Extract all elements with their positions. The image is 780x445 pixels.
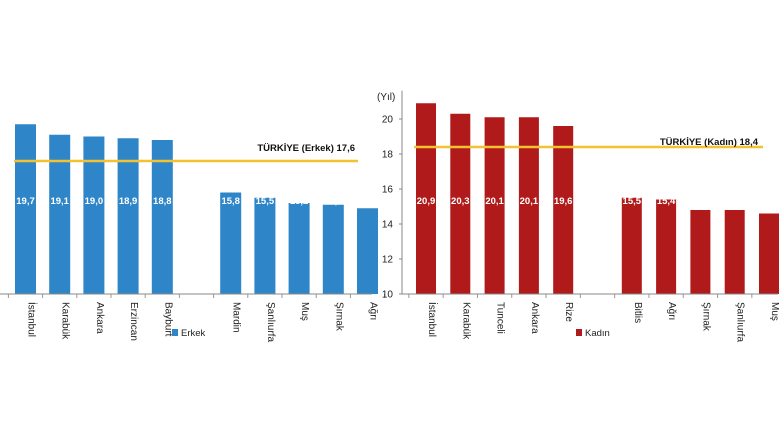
category-label: Bitlis	[632, 302, 643, 323]
bar-11	[759, 213, 779, 294]
category-label: Ankara	[94, 302, 105, 334]
bar-value-label: 19,1	[50, 196, 69, 207]
bar-11	[357, 208, 378, 294]
bar-value-label: 15,1	[324, 196, 343, 207]
bar-9	[288, 203, 310, 294]
bar-value-label: 20,9	[417, 196, 436, 207]
category-label: Erzincan	[128, 302, 139, 341]
y-axis-label: (Yıl)	[377, 92, 395, 103]
y-tick-label: 18	[382, 150, 394, 161]
bar-8	[656, 199, 677, 294]
bar-3	[484, 117, 505, 294]
category-label: Karabük	[460, 302, 471, 340]
category-label: Mardin	[231, 302, 242, 333]
y-tick-label: 14	[382, 220, 394, 231]
category-label: Şanlıurfa	[735, 302, 746, 342]
bar-value-label: 20,1	[520, 196, 539, 207]
category-label: Şanlıurfa	[265, 302, 276, 342]
legend-swatch	[576, 329, 582, 336]
category-label: Karabük	[60, 302, 71, 340]
bar-value-label: 19,0	[85, 196, 104, 207]
bar-10	[322, 204, 344, 294]
bar-4	[117, 138, 139, 294]
bar-value-label: 14,8	[725, 196, 744, 207]
bar-value-label: 15,5	[256, 196, 275, 207]
category-label: Muş	[769, 302, 780, 321]
category-label: İstanbul	[426, 302, 439, 337]
bar-7	[621, 197, 642, 294]
category-label: Bayburt	[162, 302, 173, 337]
bar-value-label: 20,1	[485, 196, 504, 207]
bar-3	[83, 136, 105, 294]
bar-5	[553, 126, 574, 294]
bar-value-label: 18,8	[153, 196, 172, 207]
legend-label: Kadın	[585, 328, 610, 339]
category-label: İstanbul	[26, 302, 39, 337]
bar-1	[416, 103, 436, 294]
bar-value-label: 15,8	[221, 196, 240, 207]
y-tick-label: 20	[382, 115, 394, 126]
bar-5	[151, 140, 173, 294]
bar-value-label: 15,5	[623, 196, 642, 207]
legend-label: Erkek	[181, 328, 206, 339]
bar-value-label: 14,8	[691, 196, 710, 207]
legend-swatch	[172, 329, 178, 336]
bar-value-label: 19,7	[16, 196, 35, 207]
bar-2	[49, 134, 71, 294]
category-label: Tunceli	[495, 302, 506, 334]
bar-value-label: 14,9	[358, 196, 377, 207]
bar-value-label: 15,4	[657, 196, 676, 207]
category-label: Şırnak	[700, 302, 711, 332]
chart-kadin: (Yıl) 10 12 14 16 18 20 20,9 İstanbul 20,3 Karabük…	[377, 90, 780, 342]
category-label: Ankara	[529, 302, 540, 334]
bar-9	[690, 210, 711, 294]
y-tick-label: 12	[382, 255, 394, 266]
y-tick-label: 16	[382, 185, 394, 196]
category-label: Muş	[299, 302, 310, 321]
bar-value-label: 19,6	[554, 196, 573, 207]
bar-value-label: 18,9	[119, 196, 138, 207]
bar-8	[254, 197, 276, 294]
chart-erkek: 19,7 İstanbul 19,1 Karabük 19,0 Ankara 18,9 Erz…	[0, 124, 386, 342]
bar-4	[518, 117, 539, 294]
bar-10	[724, 210, 745, 294]
reference-line-label: TÜRKİYE (Erkek) 17,6	[257, 143, 355, 154]
bar-value-label: 20,3	[451, 196, 470, 207]
category-label: Şırnak	[333, 302, 344, 332]
category-label: Ağrı	[368, 302, 379, 320]
category-label: Ağrı	[666, 302, 677, 320]
bar-1	[15, 124, 36, 294]
y-tick-label: 10	[382, 290, 394, 301]
bar-value-label: 15,2	[290, 196, 309, 207]
bar-2	[450, 113, 471, 294]
bar-value-label: 14,6	[760, 196, 779, 207]
category-label: Rize	[563, 302, 574, 322]
bar-7	[220, 192, 242, 294]
reference-line-label: TÜRKİYE (Kadın) 18,4	[660, 137, 759, 148]
